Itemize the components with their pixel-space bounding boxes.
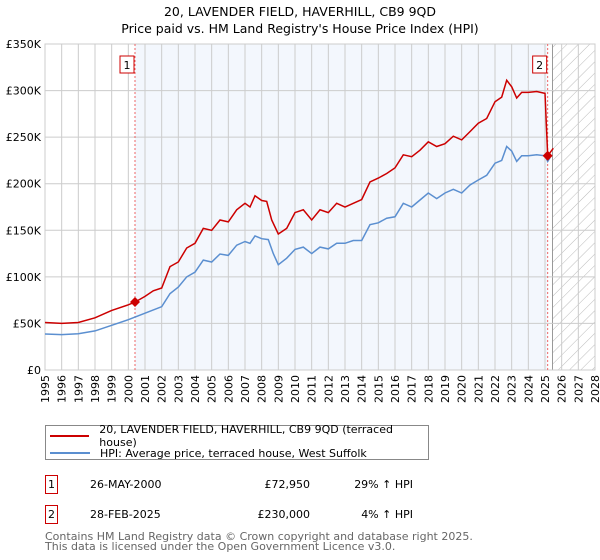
- y-tick-label: £200K: [6, 178, 42, 191]
- x-tick-label: 1997: [72, 375, 85, 403]
- x-tick-label: 2002: [156, 375, 169, 403]
- x-tick-label: 2022: [489, 375, 502, 403]
- sale-label: 2: [536, 59, 543, 72]
- transaction-price: £230,000: [257, 508, 311, 521]
- legend: 20, LAVENDER FIELD, HAVERHILL, CB9 9QD (…: [45, 423, 429, 461]
- hpi-line: [44, 145, 551, 336]
- x-tick-label: 1996: [56, 375, 69, 403]
- x-tick-label: 1999: [106, 375, 119, 403]
- transaction-hpi: 29% ↑ HPI: [354, 478, 413, 491]
- y-tick-label: £300K: [6, 85, 42, 98]
- transaction-date: 26-MAY-2000: [90, 478, 162, 491]
- y-tick-label: £0: [27, 364, 41, 377]
- transaction-row: 2 28-FEB-2025 £230,000 4% ↑ HPI: [45, 505, 600, 525]
- property-price-line: [44, 78, 554, 325]
- y-tick-label: £350K: [6, 38, 42, 51]
- legend-label-property: 20, LAVENDER FIELD, HAVERHILL, CB9 9QD (…: [99, 423, 393, 449]
- x-tick-label: 2003: [172, 375, 185, 403]
- legend-item-hpi: HPI: Average price, terraced house, West…: [50, 445, 367, 461]
- x-tick-label: 1995: [39, 375, 52, 403]
- x-tick-label: 2014: [356, 375, 369, 403]
- x-tick-label: 2009: [272, 375, 285, 403]
- y-tick-label: £250K: [6, 131, 42, 144]
- x-tick-label: 2004: [189, 375, 202, 403]
- transaction-date: 28-FEB-2025: [90, 508, 161, 521]
- chart-title: 20, LAVENDER FIELD, HAVERHILL, CB9 9QD: [163, 4, 437, 19]
- x-tick-label: 2000: [122, 375, 135, 403]
- footer-licence: This data is licensed under the Open Gov…: [45, 540, 396, 553]
- future-hatch: [552, 44, 595, 370]
- x-tick-label: 2005: [206, 375, 219, 403]
- x-tick-label: 1998: [89, 375, 102, 403]
- x-tick-label: 2007: [239, 375, 252, 403]
- x-tick-label: 2018: [422, 375, 435, 403]
- x-tick-label: 2001: [139, 375, 152, 403]
- price-chart: 1995 1996 1997 1998 1999 2000 2001 2002 2003 2004…: [6, 38, 600, 403]
- x-tick-label: 2008: [256, 375, 269, 403]
- legend-label-hpi: HPI: Average price, terraced house, West…: [100, 446, 367, 460]
- legend-item-property: 20, LAVENDER FIELD, HAVERHILL, CB9 9QD (…: [50, 423, 428, 449]
- legend-swatch-red: [50, 435, 90, 437]
- sale-label: 1: [124, 59, 131, 72]
- x-tick-label: 2010: [289, 375, 302, 403]
- x-tick-label: 2012: [322, 375, 335, 403]
- sale-point: [542, 150, 553, 161]
- x-tick-label: 2015: [372, 375, 385, 403]
- x-tick-label: 2020: [456, 375, 469, 403]
- x-tick-label: 2025: [539, 375, 552, 403]
- sale-label-box: [119, 55, 135, 74]
- sale-label-box: [532, 55, 548, 74]
- transaction-hpi: 4% ↑ HPI: [361, 508, 413, 521]
- x-tick-label: 2016: [389, 375, 402, 403]
- x-tick-label: 2027: [572, 375, 585, 403]
- x-tick-label: 2024: [522, 375, 535, 403]
- y-tick-label: £150K: [6, 224, 42, 237]
- x-tick-label: 2028: [589, 375, 600, 403]
- x-tick-label: 2026: [556, 375, 569, 403]
- x-tick-label: 2021: [472, 375, 485, 403]
- transaction-row: 1 26-MAY-2000 £72,950 29% ↑ HPI: [45, 475, 600, 495]
- footer-copyright: Contains HM Land Registry data © Crown c…: [45, 530, 473, 543]
- transaction-marker: 2: [45, 505, 58, 524]
- y-tick-label: £50K: [13, 317, 42, 330]
- x-tick-label: 2017: [406, 375, 419, 403]
- x-tick-label: 2006: [222, 375, 235, 403]
- legend-swatch-blue: [50, 452, 90, 454]
- sale-point: [130, 297, 140, 308]
- chart-subtitle: Price paid vs. HM Land Registry's House …: [121, 21, 479, 36]
- ownership-shading: [135, 44, 548, 370]
- plot-border: [44, 43, 596, 371]
- transaction-marker: 1: [45, 475, 58, 494]
- transaction-price: £72,950: [264, 478, 311, 491]
- x-tick-label: 2023: [506, 375, 519, 403]
- x-tick-label: 2013: [339, 375, 352, 403]
- x-tick-label: 2019: [439, 375, 452, 403]
- x-tick-label: 2011: [306, 375, 319, 403]
- y-tick-label: £100K: [6, 271, 42, 284]
